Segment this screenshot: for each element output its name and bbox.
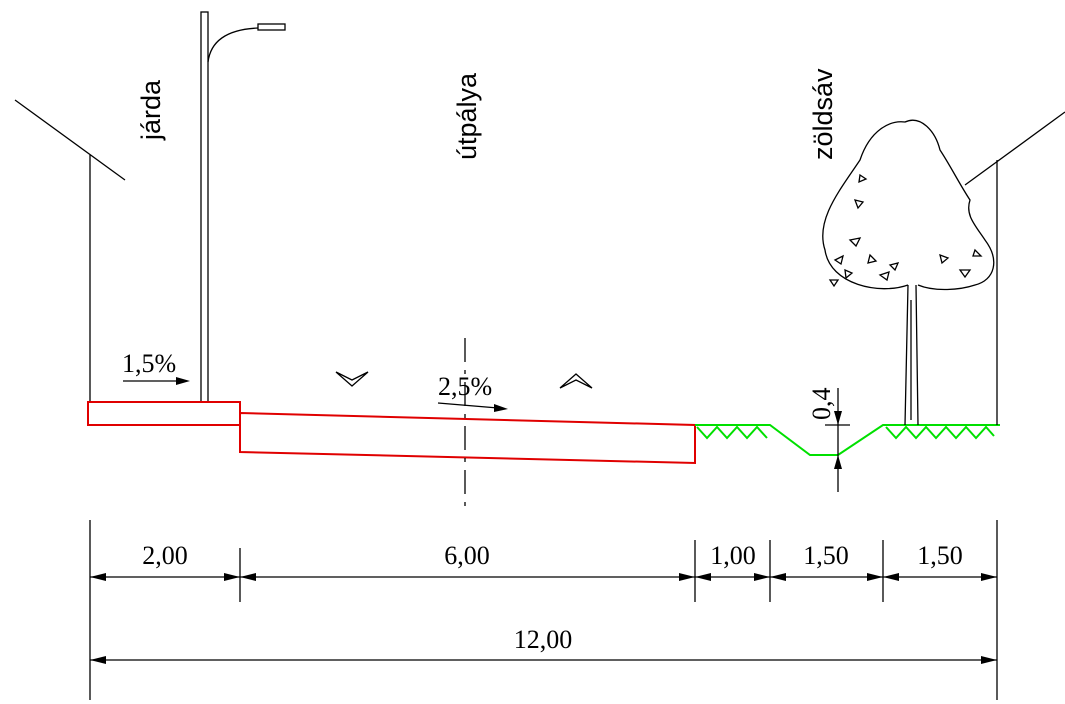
- green-strip-label: zöldsáv: [808, 68, 838, 160]
- slope-label: 1,5%: [122, 349, 176, 378]
- left-building: [14, 99, 126, 402]
- slope-label: 2,5%: [438, 372, 492, 401]
- right-building: [964, 111, 1065, 425]
- dimension-label: 6,00: [444, 541, 490, 570]
- roadway-layer: [239, 411, 696, 465]
- slope-marker: [559, 373, 593, 389]
- dimension-label: 1,50: [917, 541, 963, 570]
- total-width-label: 12,00: [514, 625, 573, 654]
- street-lamp: [200, 11, 286, 403]
- slope-marker: [335, 371, 369, 387]
- sidewalk-label: járda: [136, 79, 166, 141]
- sidewalk-layer: [87, 401, 241, 426]
- depth-label: 0,4: [807, 388, 836, 421]
- green-ground: [695, 424, 1000, 456]
- tree: [822, 119, 995, 426]
- dimension-label: 1,00: [710, 541, 756, 570]
- roadway-label: útpálya: [452, 72, 482, 160]
- dimension-label: 2,00: [142, 541, 188, 570]
- dimension-label: 1,50: [803, 541, 849, 570]
- dimension-lines: [89, 520, 998, 700]
